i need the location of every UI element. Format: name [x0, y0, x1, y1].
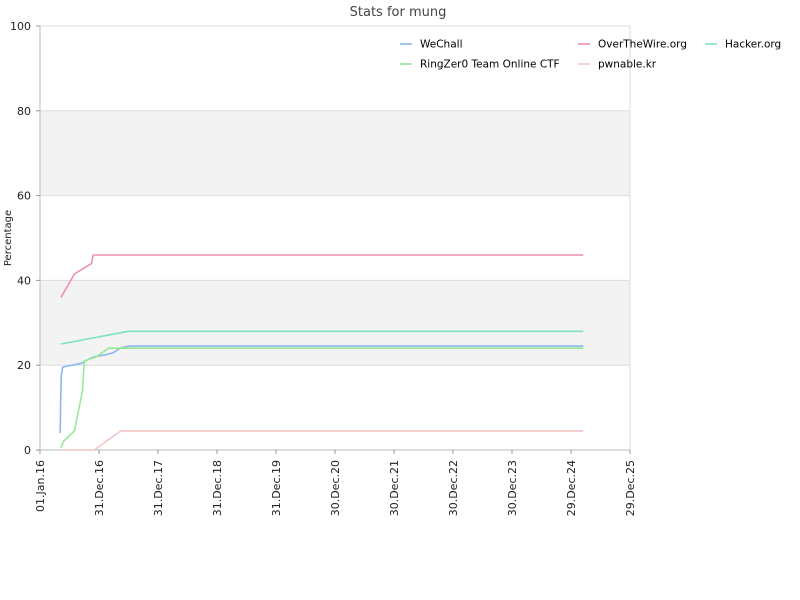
series-line-ringzer0-team-online-ctf [60, 347, 584, 449]
y-tick-label: 100 [10, 20, 31, 33]
x-tick-label: 30.Dec.21 [388, 460, 401, 516]
chart-title: Stats for mung [350, 5, 447, 20]
series-layer [59, 254, 584, 451]
x-tick-label: 01.Jan.16 [34, 460, 47, 512]
x-tick-label: 31.Dec.18 [211, 460, 224, 516]
x-tick-label: 29.Dec.25 [624, 460, 637, 516]
series-line-pwnable-kr [61, 430, 584, 451]
background-bands [40, 110, 630, 366]
x-tick-label: 30.Dec.20 [329, 460, 342, 516]
y-tick-label: 60 [17, 190, 31, 203]
x-tick-label: 30.Dec.22 [447, 460, 460, 516]
axes: 0 20 40 60 80 100 01.Jan.16 31.Dec.16 31.Dec.17 3… [10, 20, 637, 516]
legend-item: OverTheWire.org [578, 39, 687, 51]
legend-label: pwnable.kr [598, 59, 657, 71]
series-line-hacker-org [60, 330, 584, 345]
x-tick-label: 29.Dec.24 [565, 460, 578, 516]
y-tick-label: 0 [24, 444, 31, 457]
background-band [40, 280, 630, 366]
legend-item: pwnable.kr [578, 59, 657, 71]
y-tick-label: 20 [17, 359, 31, 372]
y-tick-label: 80 [17, 105, 31, 118]
legend-label: OverTheWire.org [598, 39, 687, 51]
background-band [40, 110, 630, 196]
grid-lines [40, 25, 631, 451]
legend-item: Hacker.org [705, 39, 781, 51]
legend-item: WeChall [400, 39, 462, 51]
legend-label: WeChall [420, 39, 462, 51]
x-tick-label: 31.Dec.19 [270, 460, 283, 516]
series-line-overthewire-org [60, 254, 584, 298]
y-tick-label: 40 [17, 274, 31, 287]
x-tick-label: 31.Dec.17 [152, 460, 165, 516]
legend-label: Hacker.org [725, 39, 781, 51]
legend-item: RingZer0 Team Online CTF [400, 59, 560, 71]
x-tick-label: 31.Dec.16 [93, 460, 106, 516]
legend: WeChall OverTheWire.org Hacker.org RingZer0… [400, 39, 781, 71]
y-axis-label: Percentage [3, 210, 14, 266]
legend-label: RingZer0 Team Online CTF [420, 59, 560, 71]
x-tick-label: 30.Dec.23 [506, 460, 519, 516]
